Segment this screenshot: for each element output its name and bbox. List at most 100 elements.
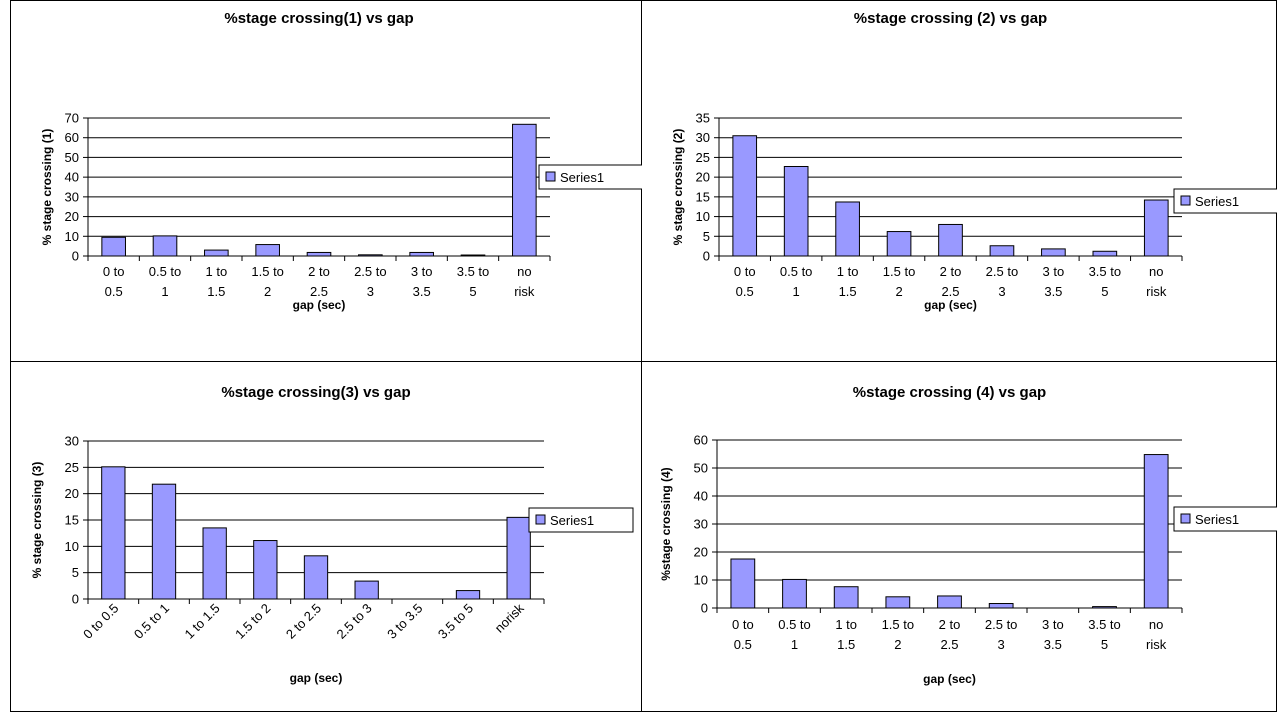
chart-4-bar — [782, 578, 807, 609]
chart-2-y-tick-label: 20 — [696, 170, 710, 185]
chart-2-bar — [938, 223, 963, 257]
chart-2-x-tick-label: risk — [1146, 284, 1167, 299]
chart-3-x-tick-label: 0.5 to 1 — [131, 601, 172, 642]
chart-1-x-tick-label: 3.5 — [413, 284, 431, 299]
chart-2-bar — [835, 201, 860, 257]
chart-2-x-tick-label: 2.5 — [941, 284, 959, 299]
chart-2-x-tick-label: 0.5 to — [780, 264, 813, 279]
chart-panel-2: %stage crossing (2) vs gap % stage crossi… — [642, 0, 1277, 362]
chart-2-y-axis-title: % stage crossing (2) — [671, 129, 685, 246]
chart-1-x-tick-label: 2 to — [308, 264, 330, 279]
chart-2-x-tick-label: 1 — [793, 284, 800, 299]
chart-2-x-tick-label: 2 — [895, 284, 902, 299]
chart-4-x-tick-label: 0.5 — [734, 637, 752, 652]
chart-2-bar — [989, 245, 1015, 257]
chart-3-x-tick-label: 2.5 to 3 — [334, 601, 375, 642]
chart-4-x-tick-label: 3.5 to — [1088, 617, 1121, 632]
chart-4-x-tick-label: 1 to — [835, 617, 857, 632]
chart-4-x-tick-label: 0 to — [732, 617, 754, 632]
chart-2-x-tick-label: 5 — [1101, 284, 1108, 299]
chart-4-x-tick-label: 3 to — [1042, 617, 1064, 632]
chart-2-x-tick-label: 3.5 to — [1089, 264, 1122, 279]
chart-3-x-tick-label: 1.5 to 2 — [232, 601, 273, 642]
chart-2-bar — [1143, 199, 1169, 257]
chart-2-legend-swatch — [1180, 195, 1191, 206]
chart-4-x-tick-label: 3 — [998, 637, 1005, 652]
chart-3-bar — [151, 483, 177, 600]
chart-1-bar — [512, 123, 537, 257]
chart-4-x-tick-label: risk — [1146, 637, 1167, 652]
chart-2-x-tick-label: 2 to — [940, 264, 962, 279]
chart-4-y-tick-label: 30 — [694, 517, 708, 532]
chart-4-y-tick-label: 0 — [701, 601, 708, 616]
chart-3-legend-label: Series1 — [550, 513, 594, 528]
chart-1-bar — [460, 254, 486, 257]
chart-4-bar — [833, 586, 859, 609]
chart-panel-1: %stage crossing(1) vs gap % stage crossin… — [10, 0, 644, 362]
chart-4-y-tick-label: 20 — [694, 545, 708, 560]
chart-1-x-tick-label: 1 — [161, 284, 168, 299]
chart-2-title: %stage crossing (2) vs gap — [854, 10, 1047, 27]
chart-1-x-tick-label: 0 to — [103, 264, 125, 279]
chart-1-bar — [409, 251, 434, 257]
chart-4-svg: %stage crossing (4) vs gap %stage crossin… — [659, 384, 1277, 686]
chart-4-x-tick-label: 2 — [894, 637, 901, 652]
chart-2-y-tick-label: 10 — [696, 209, 710, 224]
chart-4-y-axis-title: %stage crossing (4) — [659, 467, 673, 580]
chart-3-y-tick-label: 20 — [65, 486, 79, 501]
chart-1-bar — [101, 236, 126, 257]
chart-1-bar — [306, 251, 332, 257]
chart-4-x-tick-label: 2.5 to — [985, 617, 1018, 632]
chart-2-bar — [886, 231, 912, 257]
chart-1-x-tick-label: 3.5 to — [457, 264, 490, 279]
chart-1-x-tick-label: 2 — [264, 284, 271, 299]
chart-3-y-tick-label: 15 — [65, 513, 79, 528]
chart-2-bar — [732, 135, 758, 257]
chart-4-x-tick-label: 2 to — [939, 617, 961, 632]
chart-1-y-tick-label: 0 — [72, 249, 79, 264]
chart-1-y-tick-label: 70 — [65, 111, 79, 126]
chart-2-x-tick-label: 3 to — [1043, 264, 1065, 279]
chart-4-x-axis-title: gap (sec) — [923, 672, 976, 686]
chart-3-bar — [253, 540, 278, 600]
chart-2-legend — [1173, 188, 1277, 214]
chart-2-legend-label: Series1 — [1195, 194, 1239, 209]
chart-2-x-tick-label: no — [1149, 264, 1163, 279]
chart-2-svg: %stage crossing (2) vs gap % stage crossi… — [671, 10, 1277, 312]
chart-3-bar — [202, 527, 227, 600]
chart-1-bar — [255, 244, 280, 257]
chart-2-x-axis-title: gap (sec) — [924, 298, 977, 312]
chart-3-x-axis-title: gap (sec) — [290, 671, 343, 685]
chart-3-x-tick-label: 1 to 1.5 — [182, 601, 223, 642]
chart-1-legend-label: Series1 — [560, 170, 604, 185]
chart-4-y-tick-label: 10 — [694, 573, 708, 588]
chart-1-x-tick-label: 3 to — [411, 264, 433, 279]
chart-1-bar — [204, 249, 229, 257]
chart-1-x-tick-label: 2.5 — [310, 284, 328, 299]
chart-2-x-tick-label: 2.5 to — [986, 264, 1019, 279]
chart-3-bar — [101, 466, 126, 600]
chart-3-legend — [528, 507, 634, 533]
chart-1-y-axis-title: % stage crossing (1) — [40, 129, 54, 246]
chart-2-x-tick-label: 3.5 — [1044, 284, 1062, 299]
chart-1-x-tick-label: 0.5 to — [149, 264, 182, 279]
chart-3-y-tick-label: 0 — [72, 592, 79, 607]
chart-1-x-tick-label: 1 to — [205, 264, 227, 279]
chart-1-x-tick-label: no — [517, 264, 531, 279]
chart-1-x-axis-title: gap (sec) — [293, 298, 346, 312]
chart-3-bar — [303, 555, 329, 600]
chart-panel-4: %stage crossing (4) vs gap %stage crossin… — [642, 362, 1277, 712]
chart-1-x-tick-label: 3 — [367, 284, 374, 299]
chart-2-x-tick-label: 1.5 — [839, 284, 857, 299]
chart-1-bar — [152, 235, 178, 257]
chart-3-bar — [506, 516, 531, 600]
chart-2-bar — [1041, 248, 1066, 257]
chart-1-svg: %stage crossing(1) vs gap % stage crossin… — [40, 10, 644, 312]
chart-1-x-tick-label: risk — [514, 284, 535, 299]
chart-1-bar — [358, 254, 383, 257]
chart-2-bar — [783, 165, 809, 257]
chart-4-bar — [1092, 606, 1117, 609]
chart-4-x-tick-label: 1 — [791, 637, 798, 652]
chart-4-bar — [1143, 454, 1169, 609]
chart-1-x-tick-label: 2.5 to — [354, 264, 387, 279]
